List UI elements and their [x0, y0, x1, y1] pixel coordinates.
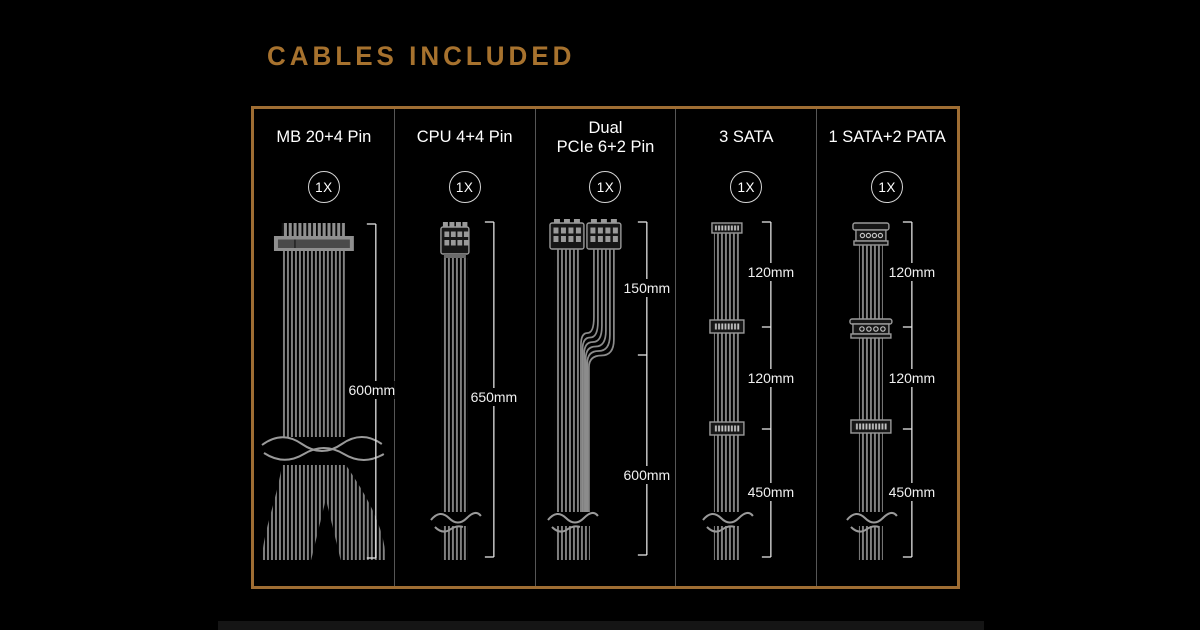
- length-label: 120mm: [748, 370, 795, 386]
- cable-diagram-cpu: 650mm: [428, 221, 517, 560]
- cable-diagram-sata-pata: 120mm 120mm 450mm: [845, 221, 936, 560]
- cpu-ribbon: [441, 258, 468, 512]
- bottom-strip: [218, 621, 984, 630]
- count-badge: 1X: [871, 171, 904, 203]
- pcie-connector-body: [585, 222, 622, 250]
- page-title: CABLES INCLUDED: [267, 40, 576, 72]
- column-header: CPU 4+4 Pin: [416, 128, 513, 147]
- cables-panel: 600mm MB 20+4 Pin 1X 650mm: [251, 106, 960, 589]
- count-badge: 1X: [589, 171, 622, 203]
- cable-break-wave: [261, 436, 383, 452]
- count-badge: 1X: [307, 171, 340, 203]
- column-header: MB 20+4 Pin: [276, 128, 372, 147]
- cable-column-mb: 600mm MB 20+4 Pin 1X: [254, 109, 395, 586]
- length-label: 450mm: [889, 484, 936, 500]
- pata-connector: [849, 318, 893, 325]
- cable-break-wave: [846, 512, 898, 524]
- length-label: 450mm: [748, 484, 795, 500]
- sata-ribbon: [714, 233, 741, 512]
- cable-column-sata: 120mm 120mm 450mm 3 SATA 1X: [676, 109, 818, 586]
- length-label: 150mm: [623, 280, 670, 296]
- length-label: 650mm: [470, 389, 517, 405]
- length-label: 600mm: [349, 382, 396, 398]
- length-label: 120mm: [889, 370, 936, 386]
- count-badge: 1X: [730, 171, 763, 203]
- cable-break-wave: [546, 512, 599, 524]
- mb-connector-teeth: [281, 223, 345, 236]
- cable-diagram-sata: 120mm 120mm 450mm: [700, 221, 795, 560]
- cable-column-cpu: 650mm CPU 4+4 Pin 1X: [395, 109, 536, 586]
- column-header: 1 SATA+2 PATA: [828, 128, 946, 147]
- cable-column-pcie: 150mm 600mm Dual PCIe 6+2 Pin 1X: [536, 109, 677, 586]
- count-badge: 1X: [448, 171, 481, 203]
- length-label: 120mm: [748, 264, 795, 280]
- pcie-ribbon: [554, 249, 579, 512]
- cable-diagram-pcie: 150mm 600mm: [541, 219, 670, 560]
- cable-break-wave: [702, 512, 755, 524]
- cable-diagram-mb: 600mm: [261, 223, 396, 561]
- mb-ribbon: [281, 251, 346, 437]
- column-header: Dual PCIe 6+2 Pin: [556, 118, 655, 156]
- sata-pata-ribbon: [859, 245, 884, 512]
- pata-connector: [852, 222, 890, 231]
- length-label: 600mm: [623, 467, 670, 483]
- cable-break-wave: [263, 447, 385, 461]
- cable-break-wave: [429, 512, 482, 524]
- column-header: 3 SATA: [719, 128, 774, 147]
- cable-column-sata-pata: 120mm 120mm 450mm 1 SATA+2 PATA 1X: [817, 109, 957, 586]
- length-label: 120mm: [889, 264, 936, 280]
